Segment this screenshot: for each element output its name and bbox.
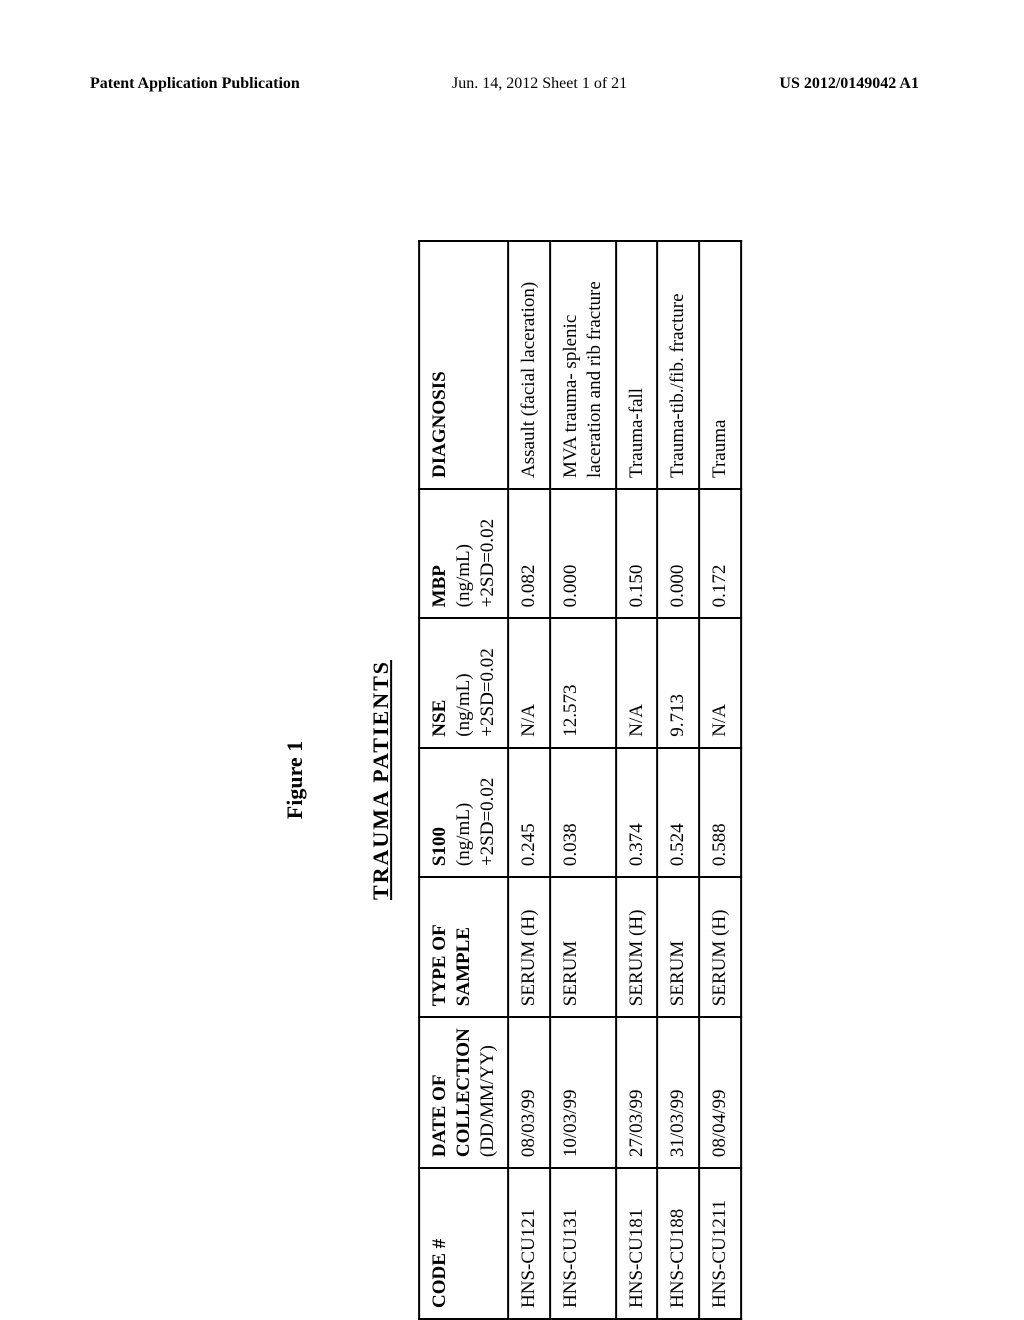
figure-label: Figure 1 — [282, 240, 308, 1320]
page-header: Patent Application Publication Jun. 14, … — [0, 75, 1024, 93]
cell-date: 27/03/99 — [616, 1017, 658, 1168]
cell-mbp: 0.150 — [616, 489, 658, 618]
cell-type: SERUM (H) — [699, 877, 741, 1017]
col-header-type: TYPE OF SAMPLE — [419, 877, 508, 1017]
cell-date: 08/03/99 — [508, 1017, 550, 1168]
cell-diagnosis: Trauma — [699, 241, 741, 489]
header-center: Jun. 14, 2012 Sheet 1 of 21 — [452, 75, 627, 93]
cell-diagnosis: Trauma-fall — [616, 241, 658, 489]
col-header-main: NSE — [429, 700, 450, 737]
cell-code: HNS-CU188 — [657, 1168, 699, 1319]
figure-container: Figure 1 TRAUMA PATIENTS CODE # DATE OF … — [282, 240, 742, 1320]
cell-nse: N/A — [616, 618, 658, 747]
col-header-sub2: +2SD=0.02 — [476, 500, 500, 607]
cell-type: SERUM — [550, 877, 616, 1017]
cell-mbp: 0.082 — [508, 489, 550, 618]
col-header-s100: S100 (ng/mL) +2SD=0.02 — [419, 748, 508, 877]
data-table: CODE # DATE OF COLLECTION (DD/MM/YY) TYP… — [418, 240, 742, 1320]
col-header-main: DATE OF — [429, 1075, 450, 1158]
cell-s100: 0.524 — [657, 748, 699, 877]
cell-s100: 0.245 — [508, 748, 550, 877]
col-header-sub1: (ng/mL) — [452, 759, 476, 866]
header-left: Patent Application Publication — [90, 75, 300, 93]
cell-mbp: 0.172 — [699, 489, 741, 618]
col-header-sub1: (ng/mL) — [452, 500, 476, 607]
cell-code: HNS-CU131 — [550, 1168, 616, 1319]
col-header-main: S100 — [429, 827, 450, 866]
table-header-row: CODE # DATE OF COLLECTION (DD/MM/YY) TYP… — [419, 241, 508, 1319]
col-header-sub1: (ng/mL) — [452, 629, 476, 736]
cell-nse: 12.573 — [550, 618, 616, 747]
table-row: HNS-CU121 08/03/99 SERUM (H) 0.245 N/A 0… — [508, 241, 550, 1319]
cell-nse: N/A — [508, 618, 550, 747]
col-header-sub1: COLLECTION — [452, 1028, 476, 1157]
cell-nse: N/A — [699, 618, 741, 747]
header-right: US 2012/0149042 A1 — [779, 75, 919, 93]
cell-s100: 0.588 — [699, 748, 741, 877]
cell-type: SERUM (H) — [508, 877, 550, 1017]
col-header-mbp: MBP (ng/mL) +2SD=0.02 — [419, 489, 508, 618]
col-header-main: TYPE OF — [429, 924, 450, 1006]
table-row: HNS-CU1211 08/04/99 SERUM (H) 0.588 N/A … — [699, 241, 741, 1319]
figure-title: TRAUMA PATIENTS — [368, 240, 394, 1320]
cell-diagnosis: Trauma-tib./fib. fracture — [657, 241, 699, 489]
cell-date: 08/04/99 — [699, 1017, 741, 1168]
cell-s100: 0.038 — [550, 748, 616, 877]
table-row: HNS-CU181 27/03/99 SERUM (H) 0.374 N/A 0… — [616, 241, 658, 1319]
cell-nse: 9.713 — [657, 618, 699, 747]
col-header-date: DATE OF COLLECTION (DD/MM/YY) — [419, 1017, 508, 1168]
table-row: HNS-CU188 31/03/99 SERUM 0.524 9.713 0.0… — [657, 241, 699, 1319]
col-header-sub1: SAMPLE — [452, 888, 476, 1006]
col-header-diagnosis: DIAGNOSIS — [419, 241, 508, 489]
cell-code: HNS-CU121 — [508, 1168, 550, 1319]
col-header-sub2: +2SD=0.02 — [476, 629, 500, 736]
col-header-nse: NSE (ng/mL) +2SD=0.02 — [419, 618, 508, 747]
cell-diagnosis: Assault (facial laceration) — [508, 241, 550, 489]
col-header-main: MBP — [429, 565, 450, 607]
cell-date: 10/03/99 — [550, 1017, 616, 1168]
cell-code: HNS-CU181 — [616, 1168, 658, 1319]
cell-date: 31/03/99 — [657, 1017, 699, 1168]
cell-type: SERUM (H) — [616, 877, 658, 1017]
table-row: HNS-CU131 10/03/99 SERUM 0.038 12.573 0.… — [550, 241, 616, 1319]
col-header-code: CODE # — [419, 1168, 508, 1319]
cell-mbp: 0.000 — [550, 489, 616, 618]
col-header-main: CODE # — [429, 1239, 450, 1308]
cell-s100: 0.374 — [616, 748, 658, 877]
cell-diagnosis: MVA trauma- splenic laceration and rib f… — [550, 241, 616, 489]
cell-mbp: 0.000 — [657, 489, 699, 618]
col-header-sub2: +2SD=0.02 — [476, 759, 500, 866]
col-header-sub2: (DD/MM/YY) — [476, 1028, 500, 1157]
col-header-main: DIAGNOSIS — [429, 371, 450, 478]
cell-type: SERUM — [657, 877, 699, 1017]
cell-code: HNS-CU1211 — [699, 1168, 741, 1319]
